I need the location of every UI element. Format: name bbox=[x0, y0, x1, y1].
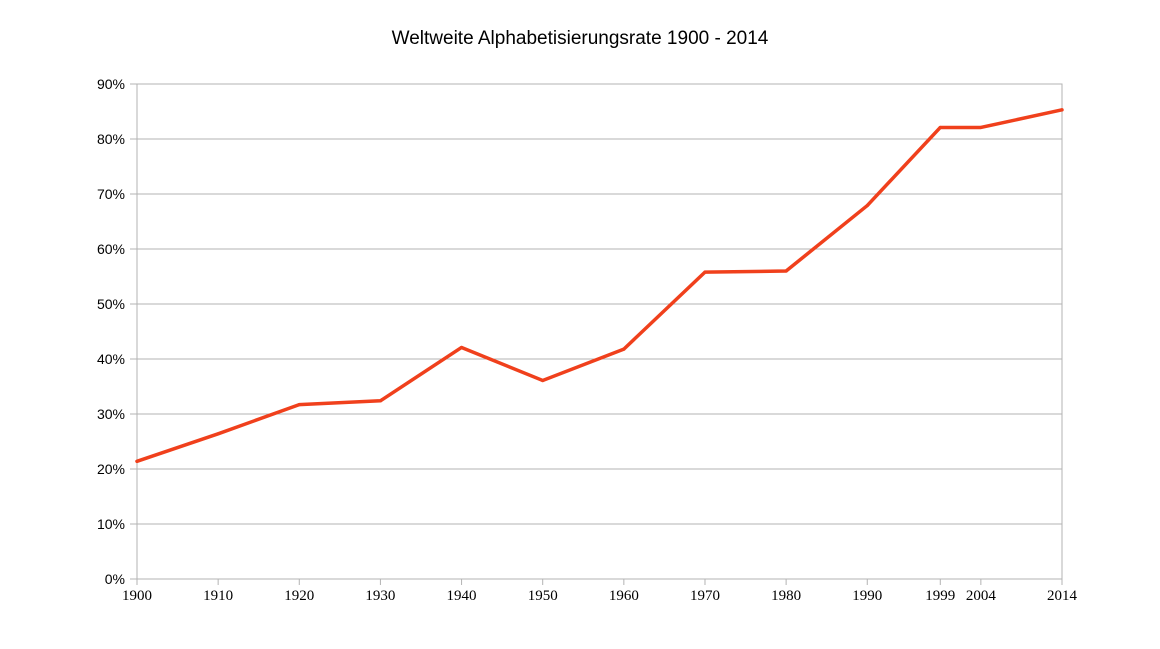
chart-title: Weltweite Alphabetisierungsrate 1900 - 2… bbox=[392, 28, 769, 49]
series-line bbox=[135, 108, 1064, 464]
x-tick-label: 1999 bbox=[925, 588, 955, 604]
y-tick-label: 60% bbox=[97, 241, 125, 257]
x-tick-label: 2014 bbox=[1047, 588, 1078, 604]
y-tick-label: 20% bbox=[97, 461, 125, 477]
data-point bbox=[297, 403, 301, 407]
grid-lines bbox=[137, 83, 1062, 580]
y-tick-label: 80% bbox=[97, 131, 125, 147]
x-tick-label: 1940 bbox=[447, 588, 477, 604]
y-tick-label: 10% bbox=[97, 516, 125, 532]
x-tick-label: 2004 bbox=[966, 588, 997, 604]
data-point bbox=[216, 432, 220, 436]
data-point bbox=[378, 399, 383, 403]
plot-frame bbox=[136, 83, 1063, 580]
y-tick-label: 40% bbox=[97, 351, 125, 367]
x-tick-label: 1930 bbox=[365, 588, 395, 604]
y-tick-label: 70% bbox=[97, 186, 125, 202]
y-tick-label: 30% bbox=[97, 406, 125, 422]
data-point bbox=[938, 125, 942, 130]
data-point bbox=[1060, 108, 1064, 112]
x-tick-label: 1990 bbox=[852, 588, 882, 604]
x-axis-tick-labels: 1900 1910 1920 1930 1940 1950 1960 1970 1980 1990… bbox=[122, 588, 1078, 604]
x-tick-label: 1900 bbox=[122, 588, 152, 604]
data-point bbox=[459, 345, 464, 350]
data-point bbox=[703, 270, 707, 274]
data-point bbox=[622, 347, 626, 351]
series-layer bbox=[135, 108, 1064, 464]
x-tick-label: 1920 bbox=[284, 588, 314, 604]
y-tick-label: 50% bbox=[97, 296, 125, 312]
x-tick-label: 1910 bbox=[203, 588, 233, 604]
y-tick-label: 90% bbox=[97, 76, 125, 92]
y-axis-tick-labels: 0% 10% 20% 30% 40% 50% 60% 70% 80% 90% bbox=[97, 76, 125, 587]
data-point bbox=[865, 203, 869, 208]
data-point bbox=[784, 269, 788, 273]
x-tick-label: 1970 bbox=[690, 588, 720, 604]
x-tick-label: 1960 bbox=[609, 588, 639, 604]
data-point bbox=[135, 459, 139, 463]
x-tick-label: 1950 bbox=[528, 588, 558, 604]
axes bbox=[130, 83, 1063, 585]
data-point bbox=[541, 378, 545, 383]
x-tick-label: 1980 bbox=[771, 588, 801, 604]
y-tick-label: 0% bbox=[105, 571, 125, 587]
data-point bbox=[979, 125, 983, 130]
